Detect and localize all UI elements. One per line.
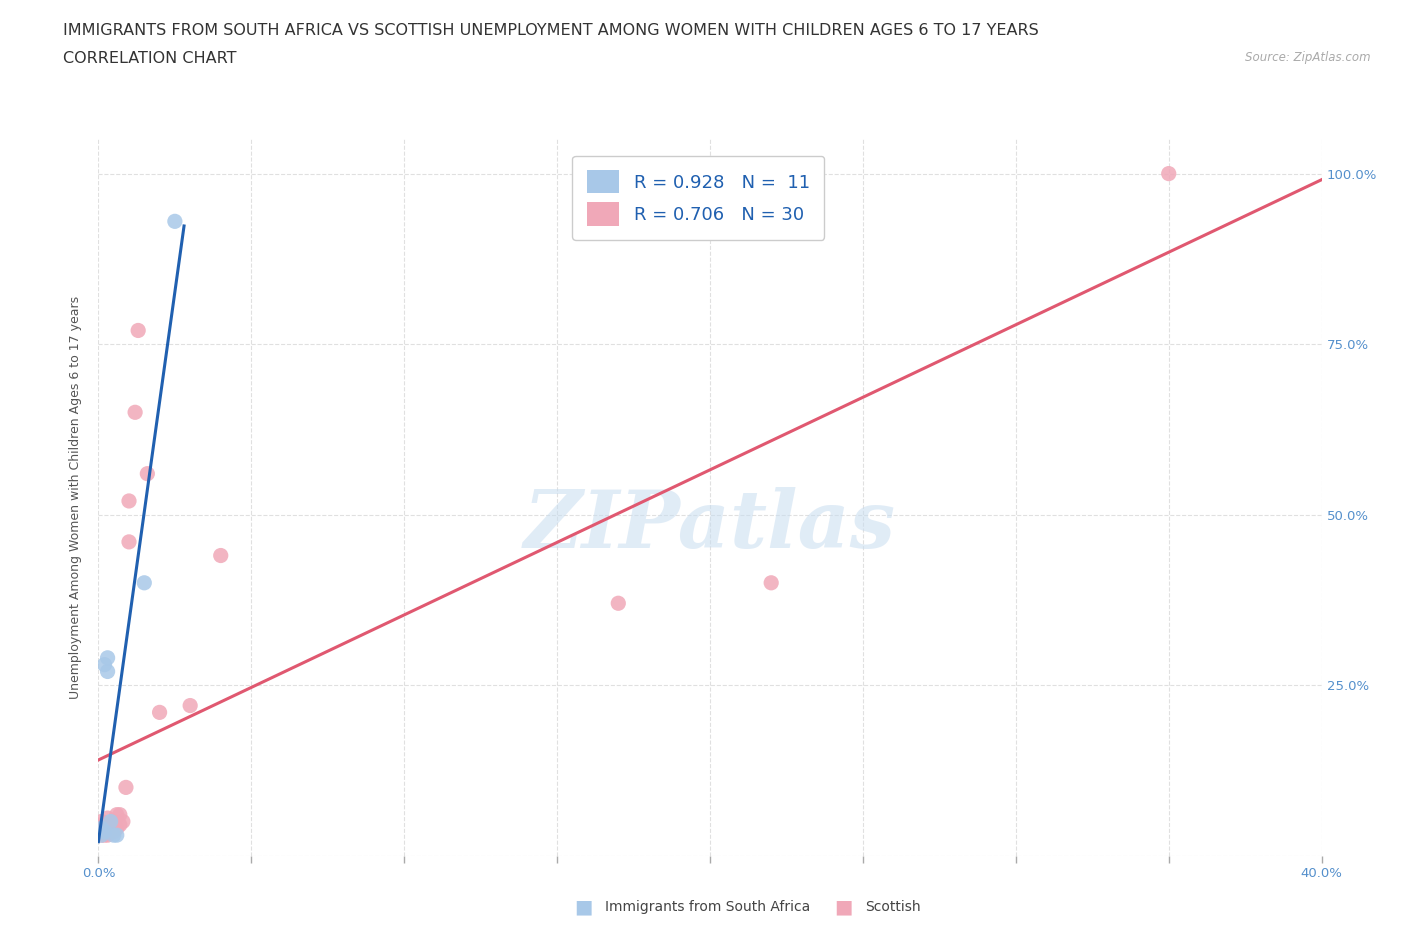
Point: [108, 817, 131, 832]
Point: [103, 814, 125, 829]
Point: [179, 698, 201, 713]
Point: [105, 807, 128, 822]
Point: [97, 828, 120, 843]
Point: [163, 214, 186, 229]
Point: [136, 466, 159, 481]
Point: [90, 824, 112, 839]
Text: Immigrants from South Africa: Immigrants from South Africa: [605, 899, 810, 914]
Point: [115, 780, 138, 795]
Text: IMMIGRANTS FROM SOUTH AFRICA VS SCOTTISH UNEMPLOYMENT AMONG WOMEN WITH CHILDREN : IMMIGRANTS FROM SOUTH AFRICA VS SCOTTISH…: [63, 23, 1039, 38]
Text: Source: ZipAtlas.com: Source: ZipAtlas.com: [1246, 51, 1371, 64]
Point: [90, 821, 112, 836]
Point: [97, 821, 120, 836]
Legend: R = 0.928   N =  11, R = 0.706   N = 30: R = 0.928 N = 11, R = 0.706 N = 30: [572, 155, 824, 240]
Point: [90, 814, 112, 829]
Point: [93, 821, 115, 836]
Point: [90, 828, 112, 843]
Point: [90, 817, 112, 832]
Y-axis label: Unemployment Among Women with Children Ages 6 to 17 years: Unemployment Among Women with Children A…: [69, 296, 83, 699]
Point: [118, 535, 141, 550]
Point: [607, 596, 630, 611]
Point: [103, 828, 125, 843]
Point: [103, 824, 125, 839]
Point: [93, 824, 115, 839]
Point: [93, 658, 115, 672]
Point: [759, 576, 782, 591]
Text: CORRELATION CHART: CORRELATION CHART: [63, 51, 236, 66]
Point: [97, 650, 120, 665]
Point: [100, 817, 122, 832]
Point: [124, 405, 146, 419]
Point: [90, 821, 112, 836]
Point: [209, 548, 232, 563]
Point: [93, 828, 115, 843]
Point: [111, 814, 134, 829]
Point: [118, 494, 141, 509]
Text: ZIPatlas: ZIPatlas: [524, 487, 896, 565]
Point: [100, 814, 122, 829]
Point: [93, 824, 115, 839]
Point: [105, 821, 128, 836]
Point: [97, 664, 120, 679]
Point: [105, 828, 128, 843]
Point: [90, 828, 112, 843]
Point: [97, 811, 120, 826]
Point: [127, 323, 149, 338]
Text: ■: ■: [574, 897, 593, 916]
Point: [108, 807, 131, 822]
Point: [149, 705, 172, 720]
Point: [134, 576, 156, 591]
Text: ■: ■: [834, 897, 853, 916]
Point: [1157, 166, 1180, 181]
Point: [100, 821, 122, 836]
Text: Scottish: Scottish: [865, 899, 921, 914]
